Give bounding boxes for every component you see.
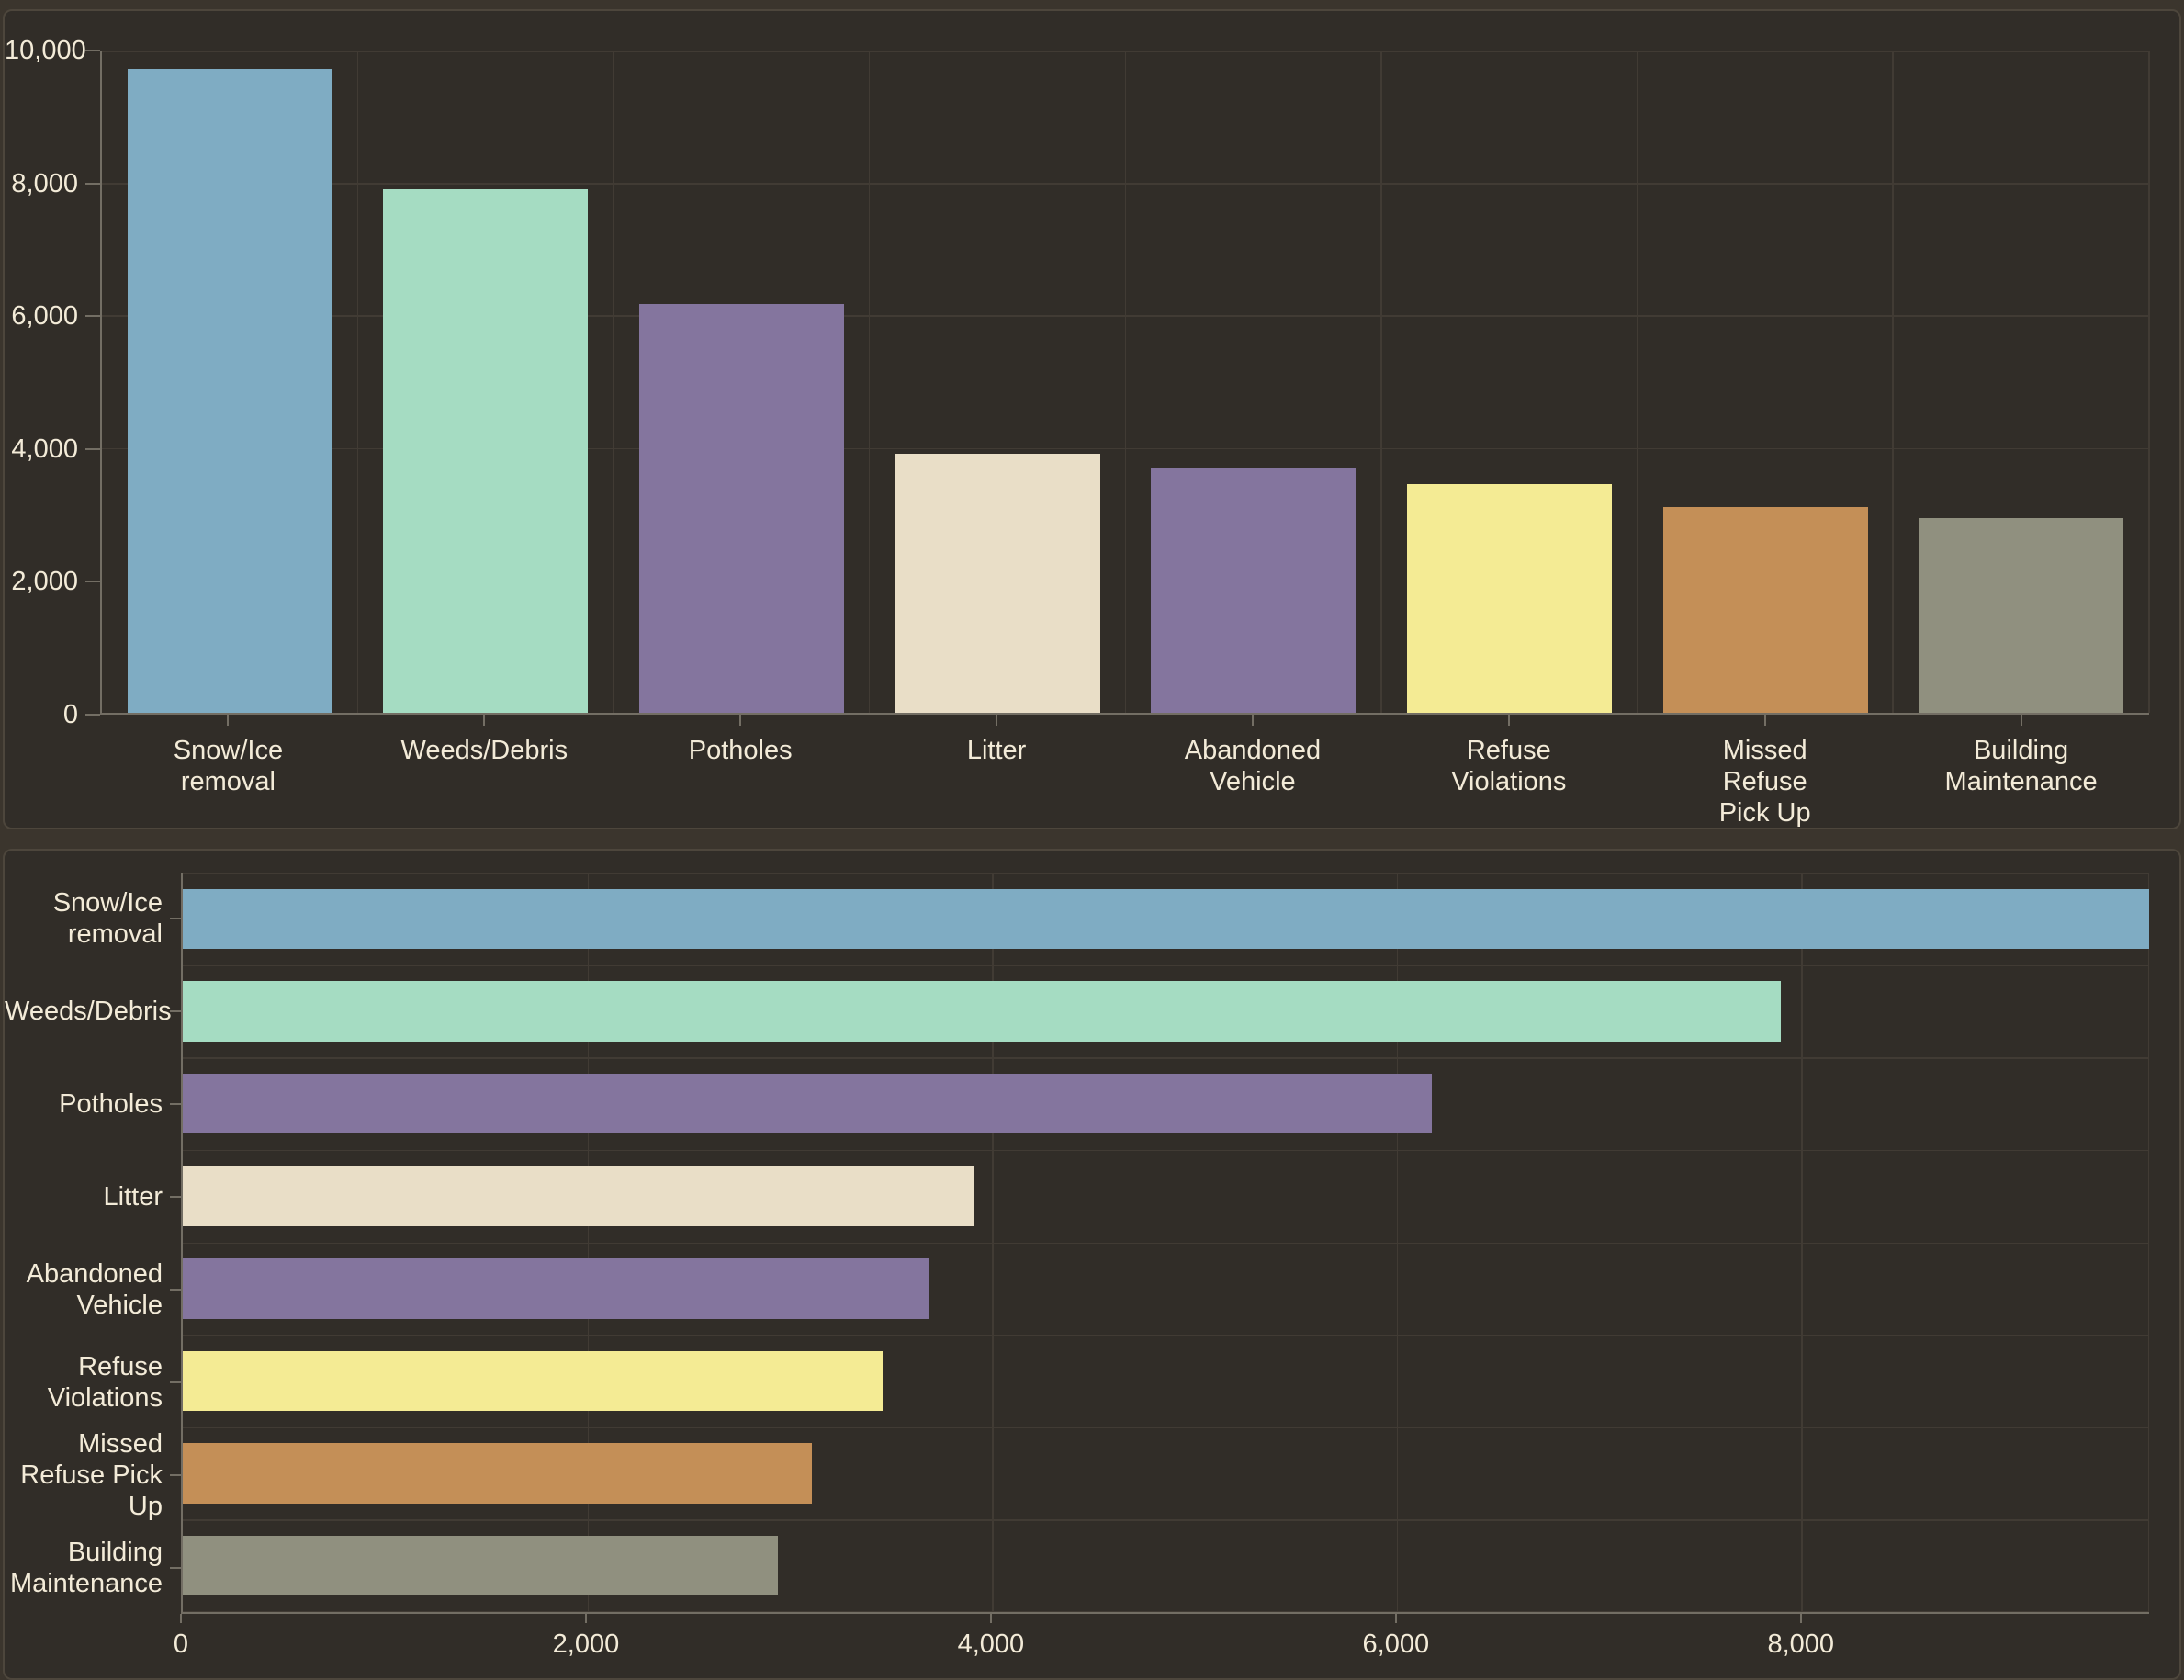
y-axis-label-0: 0 — [5, 699, 78, 730]
x-axis-tick-abandoned-vehicle — [1252, 715, 1254, 726]
category-label-abandoned-vehicle: Abandoned Vehicle — [1125, 735, 1381, 797]
y-axis-tick-building-maintenance — [170, 1567, 181, 1569]
bar-abandoned-vehicle[interactable] — [183, 1258, 929, 1318]
bar-potholes[interactable] — [183, 1074, 1432, 1133]
category-label-building-maintenance: Building Maintenance — [5, 1537, 163, 1599]
bar-missed-refuse-pick-up[interactable] — [1663, 507, 1868, 713]
bar-refuse-violations[interactable] — [183, 1351, 883, 1411]
category-label-refuse-violations: Refuse Violations — [5, 1351, 163, 1414]
bar-building-maintenance[interactable] — [1919, 518, 2123, 713]
category-label-potholes: Potholes — [5, 1088, 163, 1120]
y-axis-tick-refuse-violations — [170, 1381, 181, 1383]
y-axis-tick-missed-refuse-pick-up — [170, 1474, 181, 1476]
y-axis-tick-abandoned-vehicle — [170, 1289, 181, 1291]
category-label-weeds-debris: Weeds/Debris — [5, 996, 163, 1027]
bar-weeds-debris[interactable] — [383, 189, 588, 713]
category-boundary-2 — [613, 51, 614, 713]
category-label-weeds-debris: Weeds/Debris — [356, 735, 613, 766]
column-chart-panel: 0 2,000 4,000 6,000 8,000 10,000 Snow/Ice remo… — [3, 9, 2181, 829]
category-label-litter: Litter — [5, 1181, 163, 1212]
row-boundary-8 — [183, 1611, 2149, 1613]
y-axis-tick-8000 — [85, 183, 100, 185]
bar-litter[interactable] — [895, 454, 1100, 713]
x-axis-tick-weeds-debris — [483, 715, 485, 726]
bar-missed-refuse-pick-up[interactable] — [183, 1443, 812, 1503]
y-axis-tick-2000 — [85, 581, 100, 582]
row-boundary-4 — [183, 1243, 2149, 1245]
category-boundary-8 — [2148, 51, 2150, 713]
x-axis-label-6000: 6,000 — [1323, 1629, 1469, 1660]
y-axis-tick-weeds-debris — [170, 1010, 181, 1012]
row-boundary-6 — [183, 1427, 2149, 1429]
x-axis-tick-4000 — [990, 1614, 992, 1623]
bar-chart-plot — [181, 873, 2149, 1614]
category-label-snow-ice-removal: Snow/Ice removal — [5, 887, 163, 950]
row-boundary-1 — [183, 965, 2149, 967]
category-boundary-6 — [1637, 51, 1638, 713]
y-axis-tick-10000 — [85, 50, 100, 51]
category-label-building-maintenance: Building Maintenance — [1893, 735, 2149, 797]
y-axis-tick-potholes — [170, 1103, 181, 1105]
y-axis-tick-0 — [85, 714, 100, 716]
category-boundary-7 — [1892, 51, 1894, 713]
y-axis-tick-litter — [170, 1196, 181, 1198]
row-boundary-7 — [183, 1519, 2149, 1521]
bar-weeds-debris[interactable] — [183, 981, 1781, 1041]
category-label-snow-ice-removal: Snow/Ice removal — [100, 735, 356, 797]
y-axis-label-10000: 10,000 — [5, 35, 78, 66]
x-axis-tick-building-maintenance — [2021, 715, 2022, 726]
y-axis-label-8000: 8,000 — [5, 168, 78, 199]
x-axis-label-4000: 4,000 — [918, 1629, 1064, 1660]
category-boundary-5 — [1380, 51, 1382, 713]
category-boundary-1 — [357, 51, 359, 713]
bar-potholes[interactable] — [639, 304, 844, 713]
y-axis-tick-4000 — [85, 448, 100, 450]
x-axis-label-8000: 8,000 — [1728, 1629, 1874, 1660]
y-axis-tick-6000 — [85, 315, 100, 317]
x-axis-tick-litter — [996, 715, 997, 726]
bar-building-maintenance[interactable] — [183, 1536, 778, 1595]
y-axis-label-6000: 6,000 — [5, 300, 78, 332]
y-axis-tick-snow-ice-removal — [170, 918, 181, 919]
category-label-missed-refuse-pick-up: Missed Refuse Pick Up — [5, 1428, 163, 1522]
row-boundary-3 — [183, 1150, 2149, 1152]
x-axis-tick-0 — [180, 1614, 182, 1623]
bar-chart-panel: 0 2,000 4,000 6,000 8,000 Snow/Ice removal Wee… — [3, 849, 2181, 1680]
bar-snow-ice-removal[interactable] — [183, 889, 2149, 949]
x-axis-label-0: 0 — [107, 1629, 254, 1660]
category-label-refuse-violations: Refuse Violations — [1380, 735, 1637, 797]
x-axis-tick-potholes — [739, 715, 741, 726]
x-axis-tick-snow-ice-removal — [227, 715, 229, 726]
category-label-litter: Litter — [869, 735, 1125, 766]
bar-abandoned-vehicle[interactable] — [1151, 468, 1356, 713]
bar-snow-ice-removal[interactable] — [128, 69, 332, 713]
y-axis-label-2000: 2,000 — [5, 566, 78, 597]
category-label-potholes: Potholes — [613, 735, 869, 766]
row-boundary-2 — [183, 1057, 2149, 1059]
bar-litter[interactable] — [183, 1166, 974, 1225]
category-label-abandoned-vehicle: Abandoned Vehicle — [5, 1258, 163, 1321]
x-axis-tick-missed-refuse-pick-up — [1764, 715, 1766, 726]
row-boundary-0 — [183, 873, 2149, 874]
x-axis-tick-6000 — [1395, 1614, 1397, 1623]
bar-refuse-violations[interactable] — [1407, 484, 1612, 713]
y-axis-label-4000: 4,000 — [5, 434, 78, 465]
x-axis-tick-refuse-violations — [1508, 715, 1510, 726]
x-axis-tick-8000 — [1800, 1614, 1802, 1623]
category-label-missed-refuse-pick-up: Missed Refuse Pick Up — [1637, 735, 1893, 829]
category-boundary-4 — [1125, 51, 1127, 713]
column-chart-plot — [100, 51, 2149, 715]
x-axis-tick-2000 — [585, 1614, 587, 1623]
x-axis-label-2000: 2,000 — [512, 1629, 659, 1660]
row-boundary-5 — [183, 1335, 2149, 1336]
category-boundary-3 — [869, 51, 871, 713]
